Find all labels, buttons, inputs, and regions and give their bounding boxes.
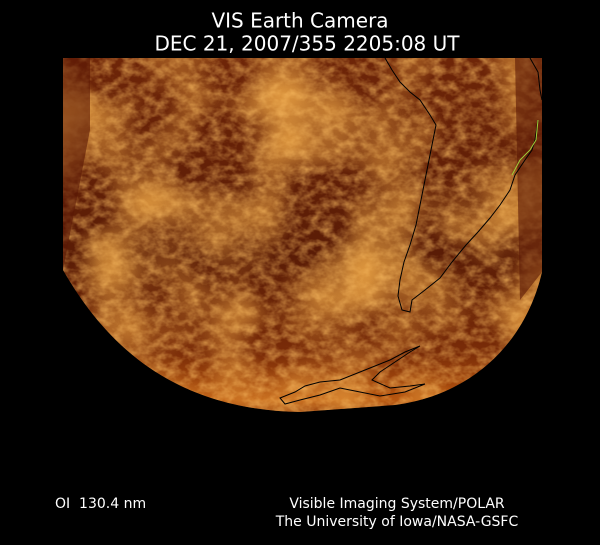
coastline-green: [511, 119, 539, 176]
earth-image: [63, 58, 542, 412]
wavelength: OI 130.4 nm: [55, 496, 146, 512]
title: VIS Earth Camera: [211, 9, 388, 33]
timestamp: DEC 21, 2007/355 2205:08 UT: [155, 32, 461, 56]
instrument: Visible Imaging System/POLAR: [289, 496, 505, 512]
credit: The University of Iowa/NASA-GSFC: [275, 514, 519, 530]
coastline: [279, 57, 543, 405]
